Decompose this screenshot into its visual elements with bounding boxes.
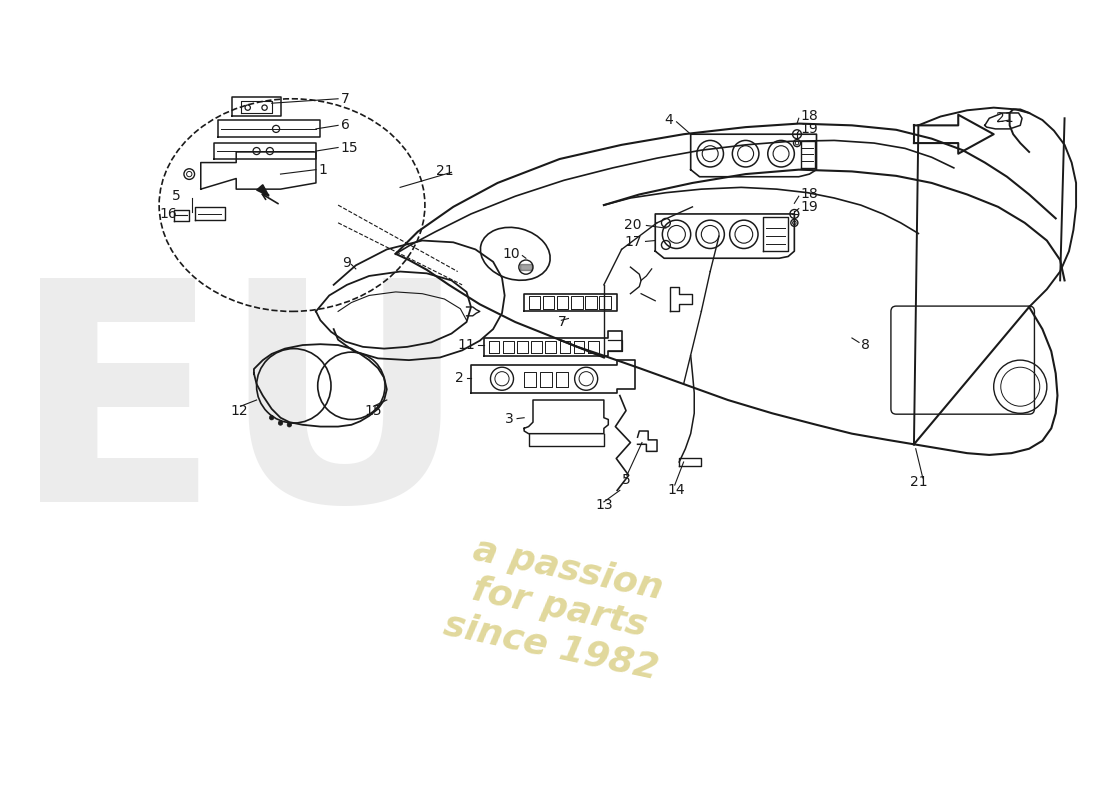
Text: a passion
for parts
since 1982: a passion for parts since 1982	[441, 530, 679, 686]
Text: 12: 12	[230, 404, 248, 418]
Circle shape	[287, 422, 292, 427]
Text: 10: 10	[502, 247, 519, 261]
Text: 18: 18	[801, 110, 818, 123]
Text: 19: 19	[801, 200, 818, 214]
Text: 15: 15	[341, 141, 359, 154]
Text: 7: 7	[558, 315, 566, 329]
Text: 3: 3	[505, 413, 514, 426]
Text: EU: EU	[12, 270, 469, 566]
Text: 21: 21	[436, 165, 453, 178]
Text: 8: 8	[861, 338, 870, 352]
Text: 2: 2	[455, 371, 464, 385]
Text: 9: 9	[342, 256, 351, 270]
Circle shape	[278, 421, 283, 426]
Text: 15: 15	[365, 404, 383, 418]
Text: 5: 5	[172, 190, 180, 203]
Text: 11: 11	[458, 338, 475, 352]
Text: 16: 16	[160, 207, 177, 221]
Polygon shape	[256, 185, 270, 196]
Text: 7: 7	[341, 92, 350, 106]
Text: 14: 14	[668, 483, 685, 498]
Text: 1: 1	[319, 162, 328, 177]
Text: 13: 13	[595, 498, 613, 511]
Text: 4: 4	[664, 113, 673, 127]
Text: 19: 19	[801, 122, 818, 136]
Text: 21: 21	[910, 474, 927, 489]
Text: 20: 20	[625, 218, 642, 231]
Text: 18: 18	[801, 187, 818, 202]
Text: 6: 6	[341, 118, 350, 132]
Text: 5: 5	[621, 473, 630, 486]
Text: 21: 21	[996, 111, 1013, 126]
Circle shape	[270, 415, 274, 420]
Text: 17: 17	[625, 235, 642, 250]
